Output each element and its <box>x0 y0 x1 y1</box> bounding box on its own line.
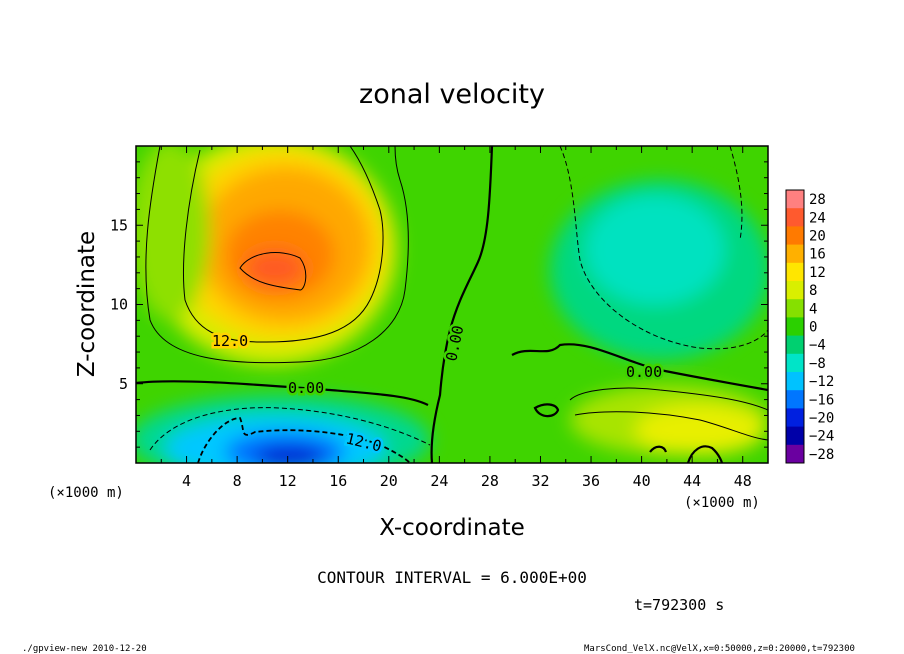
x-tick-label: 32 <box>531 472 549 490</box>
x-tick-label: 36 <box>582 472 600 490</box>
x-units-right: (×1000 m) <box>684 495 760 511</box>
x-axis-ticks: 4 8 12 16 20 24 28 32 36 40 44 48 <box>135 146 769 490</box>
contour-12-lower <box>574 411 768 441</box>
y-tick-label: 10 <box>110 296 128 314</box>
x-tick-label: 12 <box>279 472 297 490</box>
contour-neg6-lower <box>149 407 431 451</box>
colorbar-label: −24 <box>809 429 834 445</box>
colorbar-swatch <box>786 390 804 409</box>
contour-negative <box>149 146 768 463</box>
colorbar-label: 24 <box>809 210 826 226</box>
contour-zero-small <box>649 445 668 453</box>
colorbar-label: 4 <box>809 301 817 317</box>
contour-18-core <box>239 252 307 291</box>
colorbar-swatch <box>786 262 804 282</box>
contour-zero-right <box>511 343 768 392</box>
colorbar-label: 0 <box>809 320 817 336</box>
x-tick-label: 28 <box>481 472 499 490</box>
colorbar-swatch <box>786 226 804 246</box>
colorbar-frame <box>785 189 805 464</box>
footer-right: MarsCond_VelX.nc@VelX,x=0:50000,z=0:2000… <box>584 644 855 654</box>
colorbar: 28 24 20 16 12 8 4 0 −4 −8 −12 −16 −20 −24 −28 <box>786 190 834 464</box>
contour-zero-left <box>136 380 429 406</box>
colorbar-swatch <box>786 190 804 209</box>
colorbar-label: −12 <box>809 374 834 390</box>
colorbar-swatch <box>786 335 804 355</box>
y-tick-label: 15 <box>110 216 128 234</box>
contour-label-zero-right: 0.00 <box>626 363 662 381</box>
field-blobs <box>136 146 768 463</box>
colorbar-label: 16 <box>809 247 826 263</box>
x-units-left: (×1000 m) <box>48 485 124 501</box>
colorbar-label: 28 <box>809 192 826 208</box>
colorbar-label: −16 <box>809 392 834 408</box>
colorbar-swatch <box>786 317 804 337</box>
x-tick-label: 40 <box>633 472 651 490</box>
x-tick-label: 48 <box>734 472 752 490</box>
colorbar-swatch <box>786 372 804 391</box>
x-tick-label: 24 <box>430 472 448 490</box>
y-tick-label: 5 <box>119 375 128 393</box>
plot-area: 12.0 0.00 0.00 0.00 12.0 <box>136 146 768 463</box>
colorbar-label: 12 <box>809 265 826 281</box>
contour-6-lower <box>569 387 768 411</box>
contour-neg12-lower <box>197 417 411 463</box>
contour-6-outer <box>145 146 409 364</box>
colorbar-label: −8 <box>809 356 826 372</box>
chart-title: zonal velocity <box>359 79 545 110</box>
y-axis-ticks: 5 10 15 <box>110 145 768 464</box>
contour-zero-loop <box>533 403 560 418</box>
contour-lines <box>136 146 768 463</box>
colorbar-label: 20 <box>809 229 826 245</box>
y-axis-label: Z-coordinate <box>74 231 100 377</box>
contour-interval-text: CONTOUR INTERVAL = 6.000E+00 <box>317 568 587 587</box>
x-tick-label: 4 <box>182 472 191 490</box>
x-axis-label: X-coordinate <box>379 515 525 541</box>
colorbar-label: 8 <box>809 283 817 299</box>
contour-neg6-right <box>559 146 768 350</box>
colorbar-swatch <box>786 244 804 264</box>
colorbar-swatch <box>786 408 804 428</box>
colorbar-swatch <box>786 426 804 446</box>
colorbar-label: −4 <box>809 338 826 354</box>
colorbar-swatch <box>786 353 804 373</box>
contour-neg6-right2 <box>729 146 743 241</box>
x-tick-label: 44 <box>683 472 701 490</box>
contour-zero-center <box>430 146 494 463</box>
colorbar-swatch <box>786 444 804 464</box>
contour-label-12-upper: 12.0 <box>212 332 248 350</box>
x-tick-label: 8 <box>233 472 242 490</box>
time-text: t=792300 s <box>634 596 724 614</box>
colorbar-label: −20 <box>809 411 834 427</box>
contour-zero-bottomright <box>686 445 724 463</box>
colorbar-swatch <box>786 208 804 227</box>
x-tick-label: 20 <box>380 472 398 490</box>
colorbar-swatch <box>786 299 804 318</box>
x-tick-label: 16 <box>329 472 347 490</box>
colorbar-label: −28 <box>809 447 834 463</box>
footer-left: ./gpview-new 2010-12-20 <box>22 644 147 654</box>
colorbar-swatch <box>786 281 804 300</box>
contour-label-zero-left: 0.00 <box>288 379 324 397</box>
contour-12-upper <box>183 146 384 343</box>
